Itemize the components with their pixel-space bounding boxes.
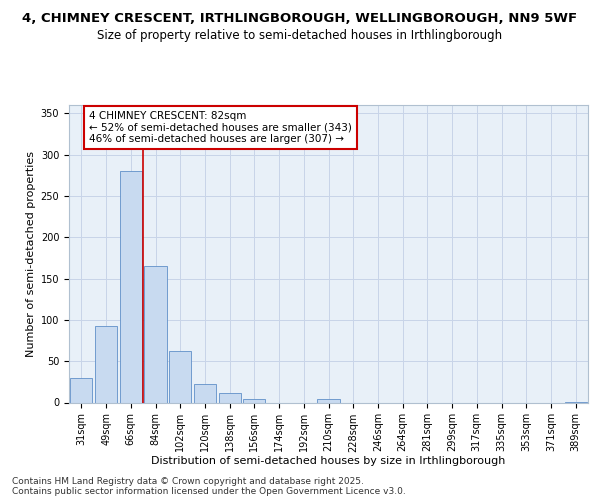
Text: Contains HM Land Registry data © Crown copyright and database right 2025.
Contai: Contains HM Land Registry data © Crown c… xyxy=(12,476,406,496)
Bar xyxy=(169,352,191,403)
Bar xyxy=(243,399,265,402)
Text: 4 CHIMNEY CRESCENT: 82sqm
← 52% of semi-detached houses are smaller (343)
46% of: 4 CHIMNEY CRESCENT: 82sqm ← 52% of semi-… xyxy=(89,111,352,144)
Bar xyxy=(194,384,216,402)
Bar xyxy=(70,378,92,402)
Bar xyxy=(317,399,340,402)
Bar xyxy=(95,326,117,402)
Bar xyxy=(145,266,167,402)
Text: 4, CHIMNEY CRESCENT, IRTHLINGBOROUGH, WELLINGBOROUGH, NN9 5WF: 4, CHIMNEY CRESCENT, IRTHLINGBOROUGH, WE… xyxy=(22,12,578,26)
X-axis label: Distribution of semi-detached houses by size in Irthlingborough: Distribution of semi-detached houses by … xyxy=(151,456,506,466)
Text: Size of property relative to semi-detached houses in Irthlingborough: Size of property relative to semi-detach… xyxy=(97,29,503,42)
Y-axis label: Number of semi-detached properties: Number of semi-detached properties xyxy=(26,151,37,357)
Bar xyxy=(218,394,241,402)
Bar xyxy=(119,171,142,402)
